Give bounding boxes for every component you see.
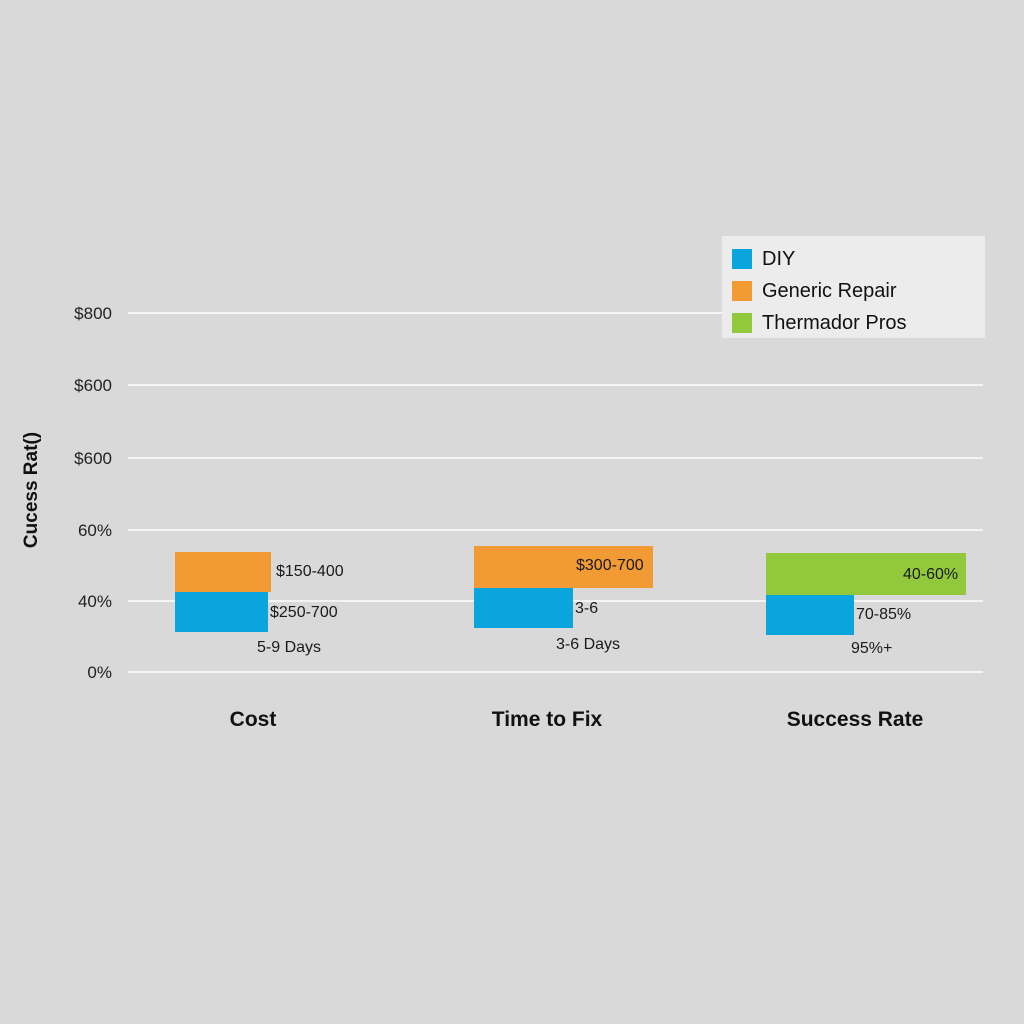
legend-label: Generic Repair bbox=[762, 279, 897, 302]
bar-label-time-diy: 3-6 bbox=[575, 600, 599, 617]
swatch-diy-icon bbox=[732, 249, 752, 269]
category-label-cost: Cost bbox=[229, 708, 277, 731]
bar-cost-diy bbox=[175, 592, 268, 632]
y-tick: 0% bbox=[87, 663, 112, 682]
bar-time-diy bbox=[474, 588, 573, 628]
y-tick: $600 bbox=[74, 449, 112, 468]
category-label-success-rate: Success Rate bbox=[786, 708, 924, 731]
gridline-60 bbox=[128, 529, 983, 531]
y-tick: 40% bbox=[77, 592, 112, 611]
y-tick: 60% bbox=[77, 521, 112, 540]
swatch-generic-repair-icon bbox=[732, 281, 752, 301]
legend: DIY Generic Repair Thermador Pros bbox=[722, 236, 985, 338]
legend-item-diy: DIY bbox=[732, 243, 975, 275]
category-label-time-to-fix: Time to Fix bbox=[491, 708, 603, 731]
gridline-800 bbox=[128, 312, 983, 314]
y-tick: $800 bbox=[74, 304, 112, 323]
gridline-600-a bbox=[128, 384, 983, 386]
bar-time-generic-repair bbox=[474, 546, 653, 588]
annotation-cost: 5-9 Days bbox=[257, 639, 322, 656]
y-tick: $600 bbox=[74, 376, 112, 395]
bar-success-diy bbox=[766, 595, 854, 635]
bar-success-thermador bbox=[766, 553, 966, 595]
bar-label-time-generic: $300-700 bbox=[576, 557, 644, 574]
bar-label-success-thermador: 40-60% bbox=[903, 566, 959, 583]
legend-item-generic-repair: Generic Repair bbox=[732, 275, 975, 307]
legend-item-thermador-pros: Thermador Pros bbox=[732, 307, 975, 339]
gridline-600-b bbox=[128, 457, 983, 459]
bar-label-cost-diy: $250-700 bbox=[270, 604, 338, 621]
bar-cost-generic-repair bbox=[175, 552, 271, 592]
legend-label: DIY bbox=[762, 247, 796, 270]
legend-label: Thermador Pros bbox=[762, 311, 907, 334]
annotation-success: 95%+ bbox=[851, 640, 893, 657]
swatch-thermador-pros-icon bbox=[732, 313, 752, 333]
y-axis-label: Cucess Rat() bbox=[21, 431, 42, 549]
gridline-0 bbox=[128, 671, 983, 673]
bar-label-success-diy: 70-85% bbox=[856, 606, 912, 623]
annotation-time: 3-6 Days bbox=[556, 636, 621, 653]
bar-label-cost-generic: $150-400 bbox=[276, 563, 344, 580]
